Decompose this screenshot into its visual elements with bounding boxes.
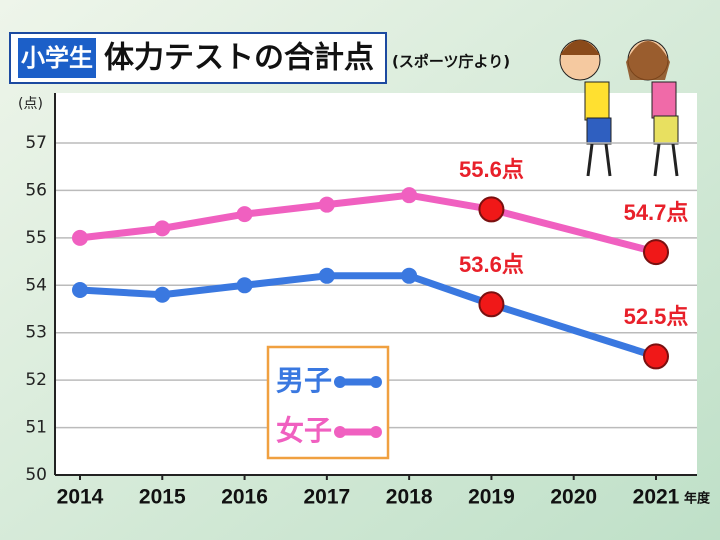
y-tick-label: 53 bbox=[25, 323, 47, 343]
value-label: 52.5点 bbox=[624, 304, 689, 329]
x-tick-label: 2016 bbox=[221, 486, 268, 509]
highlight-point bbox=[478, 196, 505, 223]
legend-swatch-dot bbox=[334, 426, 346, 438]
y-axis-label: (点) bbox=[18, 96, 43, 112]
legend-label: 女子 bbox=[276, 414, 332, 447]
point bbox=[236, 206, 253, 223]
point bbox=[72, 229, 88, 246]
x-tick-label: 2020 bbox=[550, 486, 597, 509]
x-tick-label: 2015 bbox=[139, 486, 186, 509]
legend-swatch-dot bbox=[370, 376, 382, 388]
value-label: 53.6点 bbox=[459, 252, 524, 277]
source: (スポーツ庁より) bbox=[392, 53, 510, 71]
point bbox=[72, 282, 88, 299]
y-tick-label: 50 bbox=[25, 465, 47, 485]
legend-swatch-dot bbox=[370, 426, 382, 438]
y-tick-label: 55 bbox=[25, 228, 47, 248]
point bbox=[401, 187, 418, 204]
point bbox=[401, 267, 418, 284]
point bbox=[154, 220, 171, 237]
y-tick-label: 56 bbox=[25, 180, 47, 200]
x-tick-label: 2017 bbox=[303, 486, 350, 509]
highlight-point bbox=[643, 343, 669, 370]
highlight-point bbox=[478, 291, 505, 318]
x-tick-label: 2019 bbox=[468, 486, 515, 509]
point bbox=[318, 267, 335, 284]
y-tick-label: 54 bbox=[25, 275, 47, 295]
point bbox=[318, 196, 335, 213]
y-tick-label: 51 bbox=[25, 418, 47, 438]
value-label: 54.7点 bbox=[624, 200, 689, 225]
illustration bbox=[559, 39, 679, 177]
tag-box bbox=[18, 38, 96, 78]
chart-title: 体力テストの合計点 bbox=[104, 41, 374, 76]
x-tick-label: 2021 bbox=[633, 486, 680, 509]
x-axis-label: 年度 bbox=[684, 491, 711, 507]
value-label: 55.6点 bbox=[459, 157, 524, 182]
x-tick-label: 2018 bbox=[386, 486, 433, 509]
legend-swatch-dot bbox=[334, 376, 346, 388]
point bbox=[236, 277, 253, 294]
highlight-point bbox=[643, 239, 669, 266]
x-tick-label: 2014 bbox=[57, 486, 104, 509]
legend-label: 男子 bbox=[276, 364, 332, 397]
y-tick-label: 57 bbox=[25, 133, 47, 153]
y-tick-label: 52 bbox=[25, 370, 47, 390]
point bbox=[154, 286, 171, 303]
legend-box bbox=[266, 345, 390, 460]
tag: 小学生 bbox=[21, 44, 93, 72]
